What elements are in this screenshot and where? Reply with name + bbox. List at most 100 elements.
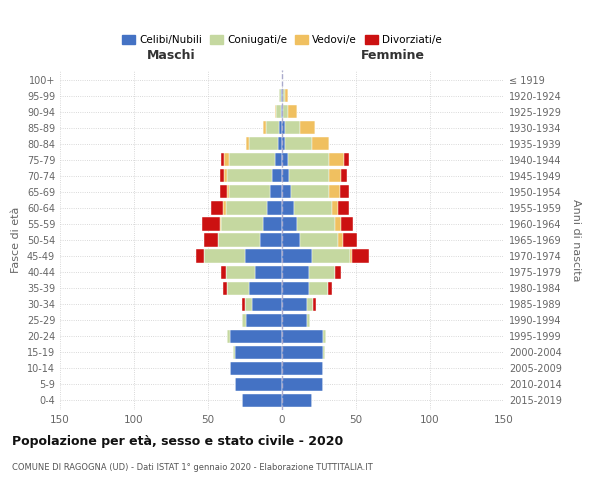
Bar (233, 346, 235, 359)
Bar (329, 153, 344, 166)
Bar (221, 266, 226, 278)
Bar (328, 282, 332, 294)
Bar (253, 298, 282, 310)
Bar (242, 394, 282, 407)
Bar (341, 170, 347, 182)
Bar (340, 186, 349, 198)
Bar (335, 266, 341, 278)
Bar (332, 202, 338, 214)
Bar (294, 202, 332, 214)
Bar (242, 298, 245, 310)
Bar (282, 153, 288, 166)
Bar (307, 314, 310, 327)
Bar (245, 298, 253, 310)
Bar (227, 170, 272, 182)
Bar (311, 250, 350, 262)
Bar (308, 266, 335, 278)
Bar (276, 105, 281, 118)
Bar (227, 186, 229, 198)
Bar (196, 250, 203, 262)
Bar (300, 234, 338, 246)
Bar (282, 89, 283, 102)
Bar (281, 105, 282, 118)
Bar (224, 153, 229, 166)
Bar (282, 202, 294, 214)
Bar (275, 153, 282, 166)
Bar (256, 266, 282, 278)
Bar (235, 378, 282, 391)
Bar (341, 218, 353, 230)
Bar (275, 105, 276, 118)
Bar (307, 298, 313, 310)
Bar (227, 330, 230, 343)
Bar (313, 298, 316, 310)
Bar (260, 234, 282, 246)
Bar (229, 186, 270, 198)
Bar (263, 218, 282, 230)
Bar (323, 330, 326, 343)
Bar (285, 89, 288, 102)
Bar (282, 378, 323, 391)
Bar (283, 89, 285, 102)
Bar (235, 346, 282, 359)
Bar (323, 346, 325, 359)
Bar (221, 153, 224, 166)
Bar (289, 170, 329, 182)
Bar (282, 298, 307, 310)
Bar (226, 202, 267, 214)
Bar (343, 234, 358, 246)
Bar (223, 202, 226, 214)
Bar (285, 121, 300, 134)
Bar (279, 121, 282, 134)
Bar (311, 137, 329, 150)
Bar (300, 121, 314, 134)
Bar (350, 250, 352, 262)
Bar (281, 89, 282, 102)
Bar (203, 250, 245, 262)
Bar (335, 218, 341, 230)
Bar (344, 153, 349, 166)
Bar (297, 218, 335, 230)
Bar (282, 330, 323, 343)
Bar (229, 153, 275, 166)
Bar (230, 362, 282, 375)
Bar (291, 186, 329, 198)
Bar (203, 234, 218, 246)
Bar (220, 186, 227, 198)
Bar (285, 137, 311, 150)
Bar (270, 186, 282, 198)
Bar (282, 234, 300, 246)
Bar (242, 314, 247, 327)
Bar (329, 170, 341, 182)
Legend: Celibi/Nubili, Coniugati/e, Vedovi/e, Divorziati/e: Celibi/Nubili, Coniugati/e, Vedovi/e, Di… (118, 31, 446, 50)
Y-axis label: Fasce di età: Fasce di età (11, 207, 21, 273)
Bar (279, 89, 281, 102)
Bar (282, 362, 323, 375)
Bar (282, 314, 307, 327)
Bar (338, 234, 343, 246)
Bar (224, 170, 227, 182)
Bar (283, 105, 288, 118)
Bar (282, 346, 323, 359)
Text: Popolazione per età, sesso e stato civile - 2020: Popolazione per età, sesso e stato civil… (12, 435, 343, 448)
Bar (282, 121, 285, 134)
Bar (263, 121, 266, 134)
Bar (282, 282, 308, 294)
Bar (220, 218, 221, 230)
Bar (338, 202, 349, 214)
Bar (218, 234, 260, 246)
Bar (202, 218, 220, 230)
Bar (329, 186, 340, 198)
Bar (230, 330, 282, 343)
Text: Femmine: Femmine (361, 49, 425, 62)
Bar (245, 250, 282, 262)
Bar (288, 105, 297, 118)
Bar (278, 137, 282, 150)
Text: COMUNE DI RAGOGNA (UD) - Dati ISTAT 1° gennaio 2020 - Elaborazione TUTTITALIA.IT: COMUNE DI RAGOGNA (UD) - Dati ISTAT 1° g… (12, 462, 373, 471)
Bar (282, 105, 283, 118)
Bar (282, 394, 311, 407)
Bar (267, 202, 282, 214)
Bar (211, 202, 223, 214)
Bar (282, 137, 285, 150)
Bar (250, 137, 278, 150)
